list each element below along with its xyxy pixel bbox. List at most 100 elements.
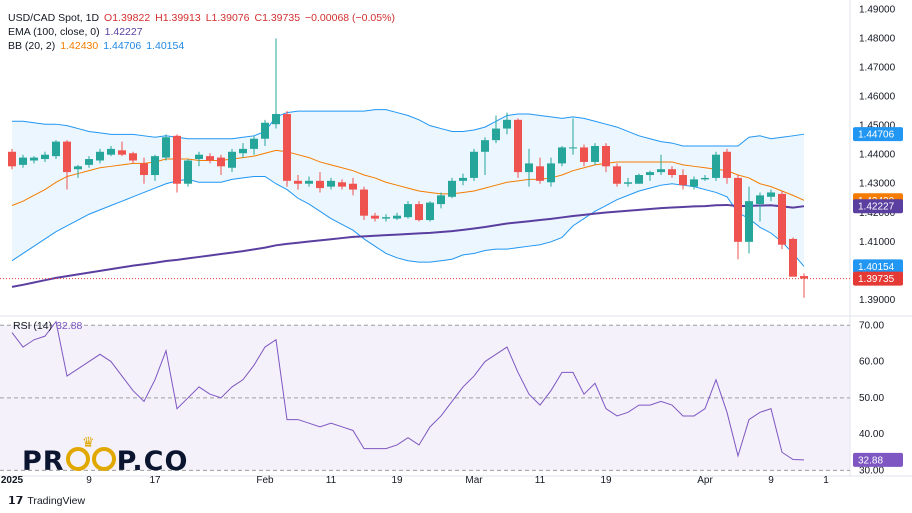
rsi-value-tag-label: 32.88 (858, 455, 883, 466)
time-axis-tick-label: Mar (465, 475, 483, 486)
price-axis-tick-label: 1.49000 (859, 4, 896, 15)
candle-body (690, 179, 698, 187)
candle-body (294, 180, 302, 184)
candle-body (492, 128, 500, 141)
candle-body (305, 180, 313, 184)
price-axis-tick-label: 1.42000 (859, 208, 896, 219)
bb-label[interactable]: BB (20, 2) (8, 40, 56, 52)
candle-body (657, 169, 665, 173)
symbol-label[interactable]: USD/CAD Spot, 1D (8, 12, 100, 24)
candle-body (591, 145, 599, 162)
rsi-axis-tick-label: 30.00 (859, 465, 884, 476)
rsi-axis-tick-label: 70.00 (859, 320, 884, 331)
candle-body (503, 119, 511, 129)
tradingview-label: TradingView (27, 494, 86, 507)
symbol-row: USD/CAD Spot, 1D O1.39822 H1.39913 L1.39… (8, 11, 395, 25)
candle-body (580, 147, 588, 162)
price-tag-bg (853, 199, 903, 214)
candle-body (316, 180, 324, 189)
price-tag-ema-100: 1.42227 (853, 199, 903, 214)
candle-body (96, 151, 104, 161)
rsi-value: 32.88 (56, 320, 83, 332)
candle-body (448, 180, 456, 197)
candle-body (778, 193, 786, 245)
tradingview-brand[interactable]: 𝟭𝟳 TradingView (8, 494, 86, 508)
price-axis-tick-label: 1.41000 (859, 237, 896, 248)
tradingview-logo-icon: 𝟭𝟳 (8, 495, 24, 507)
price-tag-bb-lower: 1.40154 (853, 259, 903, 274)
price-tag-label: 1.39735 (858, 274, 895, 285)
price-tag-label: 1.44706 (858, 130, 895, 141)
candle-body (250, 138, 258, 149)
candle-body (327, 180, 335, 187)
price-tag-label: 1.40154 (858, 262, 895, 273)
candle-body (129, 153, 137, 161)
logo-ring-icon (65, 447, 90, 471)
logo-text-left: PR (22, 446, 65, 477)
chart-legend: USD/CAD Spot, 1D O1.39822 H1.39913 L1.39… (8, 11, 395, 53)
rsi-value-tag-bg (853, 452, 903, 467)
candle-body (800, 276, 808, 279)
price-axis-tick-label: 1.48000 (859, 34, 896, 45)
candle-body (558, 147, 566, 164)
price-axis-tick-label: 1.46000 (859, 92, 896, 103)
candle-body (514, 119, 522, 173)
candle-body (536, 166, 544, 181)
price-axis-tick-label: 1.43000 (859, 179, 896, 190)
rsi-axis-tick-label: 40.00 (859, 429, 884, 440)
candle-body (261, 122, 269, 139)
candle-body (569, 147, 577, 149)
price-axis-tick-label: 1.39000 (859, 295, 896, 306)
time-axis-tick-label: 19 (391, 475, 403, 486)
candle-body (30, 157, 38, 161)
candle-body (118, 150, 126, 155)
candle-body (481, 140, 489, 152)
candle-body (74, 166, 82, 170)
price-axis-tick-label: 1.45000 (859, 121, 896, 132)
candle-body (8, 151, 16, 167)
candle-body (217, 157, 225, 167)
price-tag-close: 1.39735 (853, 271, 903, 286)
candle-body (745, 201, 753, 242)
ema-row: EMA (100, close, 0) 1.42227 (8, 25, 395, 39)
candle-body (382, 217, 390, 219)
ema-label[interactable]: EMA (100, close, 0) (8, 26, 100, 38)
ema-value: 1.42227 (104, 26, 143, 38)
price-tag-bg (853, 271, 903, 286)
candle-body (459, 177, 467, 181)
price-axis-tick-label: 1.44000 (859, 150, 896, 161)
candle-body (206, 156, 214, 161)
candle-body (613, 166, 621, 184)
candle-body (547, 163, 555, 183)
candle-body (525, 163, 533, 173)
candle-body (437, 195, 445, 205)
rsi-line (11, 320, 805, 461)
ohlc-open: O1.39822 (104, 12, 151, 24)
price-tag-bg (853, 127, 903, 142)
candle-body (107, 148, 115, 155)
candle-body (371, 215, 379, 219)
candle-body (272, 114, 280, 125)
price-tag-bg (853, 259, 903, 274)
candle-body (767, 192, 775, 197)
candle-body (151, 156, 159, 176)
candle-body (195, 154, 203, 160)
candle-body (41, 154, 49, 160)
candle-body (734, 177, 742, 242)
time-axis-tick-label: 11 (535, 475, 546, 486)
bb-upper-value: 1.44706 (103, 40, 142, 52)
candle-body (404, 204, 412, 218)
candle-body (162, 137, 170, 158)
ohlc-high: H1.39913 (155, 12, 201, 24)
time-axis-tick-label: 2025 (1, 475, 24, 486)
rsi-label[interactable]: RSI (14) (13, 320, 53, 332)
candle-body (679, 175, 687, 186)
candle-body (470, 151, 478, 178)
time-axis-tick-label: 11 (326, 475, 337, 486)
candle-body (602, 145, 610, 167)
price-tag-label: 1.42227 (858, 202, 895, 213)
time-axis-tick-label: 9 (86, 475, 92, 486)
candle-body (393, 215, 401, 219)
candle-body (426, 202, 434, 221)
